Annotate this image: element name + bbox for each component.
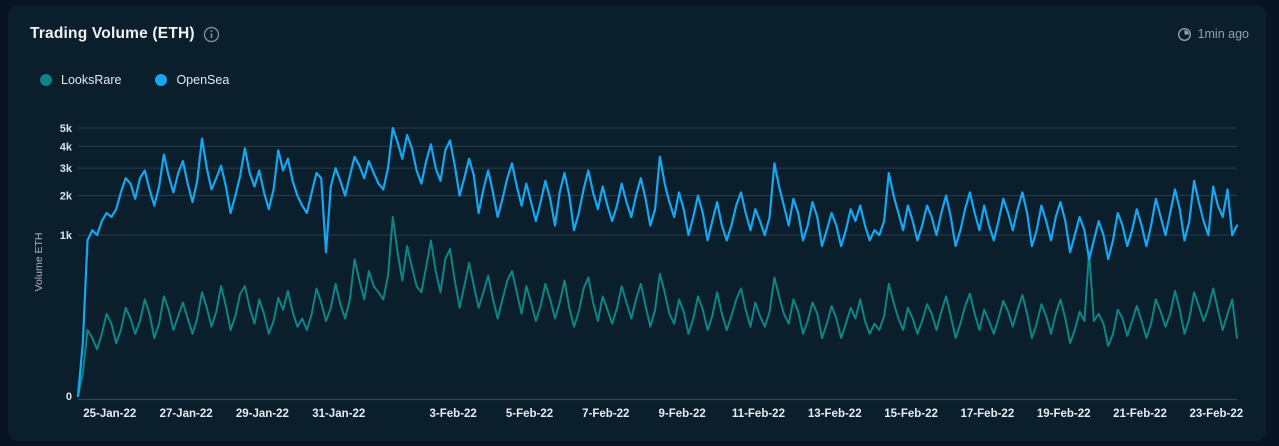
x-tick-29-Jan-22: 29-Jan-22 bbox=[236, 408, 289, 420]
legend-item-opensea[interactable]: OpenSea bbox=[155, 73, 229, 87]
x-tick-15-Feb-22: 15-Feb-22 bbox=[884, 408, 938, 420]
chart-legend: LooksRare OpenSea bbox=[40, 73, 229, 87]
x-tick-27-Jan-22: 27-Jan-22 bbox=[160, 408, 213, 420]
x-tick-7-Feb-22: 7-Feb-22 bbox=[582, 408, 629, 420]
x-tick-31-Jan-22: 31-Jan-22 bbox=[312, 408, 365, 420]
x-tick-25-Jan-22: 25-Jan-22 bbox=[83, 408, 136, 420]
chart-header: Trading Volume (ETH) 1min ago bbox=[30, 22, 1249, 46]
y-tick-1k: 1k bbox=[60, 230, 73, 242]
series-line-looksrare[interactable] bbox=[77, 216, 1238, 397]
x-tick-21-Feb-22: 21-Feb-22 bbox=[1113, 408, 1167, 420]
legend-label-looksrare: LooksRare bbox=[61, 73, 122, 87]
looksrare-dot-icon bbox=[40, 74, 52, 86]
y-tick-3k: 3k bbox=[60, 163, 73, 175]
x-tick-17-Feb-22: 17-Feb-22 bbox=[961, 408, 1015, 420]
opensea-dot-icon bbox=[155, 74, 168, 86]
series-line-opensea[interactable] bbox=[76, 126, 1239, 398]
x-tick-3-Feb-22: 3-Feb-22 bbox=[430, 408, 477, 420]
y-tick-2k: 2k bbox=[60, 191, 73, 203]
y-tick-5k: 5k bbox=[60, 123, 73, 135]
y-axis-label: Volume ETH bbox=[33, 233, 45, 292]
y-tick-0: 0 bbox=[66, 391, 72, 403]
page-title: Trading Volume (ETH) bbox=[30, 25, 195, 42]
x-tick-13-Feb-22: 13-Feb-22 bbox=[808, 408, 862, 420]
legend-item-looksrare[interactable]: LooksRare bbox=[40, 73, 121, 87]
x-tick-19-Feb-22: 19-Feb-22 bbox=[1037, 408, 1091, 420]
x-tick-23-Feb-22: 23-Feb-22 bbox=[1189, 408, 1243, 420]
last-updated: 1min ago bbox=[1177, 27, 1249, 42]
legend-label-opensea: OpenSea bbox=[176, 73, 230, 87]
x-tick-11-Feb-22: 11-Feb-22 bbox=[732, 408, 785, 420]
info-icon[interactable] bbox=[203, 26, 220, 43]
y-tick-4k: 4k bbox=[60, 141, 73, 153]
x-tick-9-Feb-22: 9-Feb-22 bbox=[658, 408, 705, 420]
clock-history-icon bbox=[1177, 27, 1191, 41]
chart-card bbox=[8, 5, 1266, 441]
last-updated-text: 1min ago bbox=[1197, 27, 1249, 41]
x-tick-5-Feb-22: 5-Feb-22 bbox=[506, 408, 553, 420]
